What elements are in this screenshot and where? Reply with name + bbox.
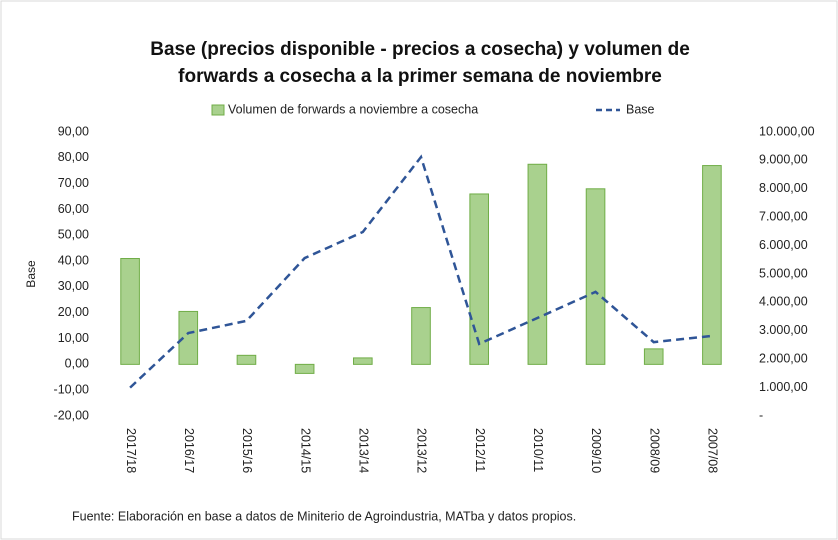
- y-tick-label: -10,00: [54, 382, 89, 396]
- y2-tick-label: -: [759, 408, 763, 422]
- y-axis-label: Base: [24, 260, 38, 288]
- y2-tick-label: 4.000,00: [759, 295, 808, 309]
- y-tick-label: 0,00: [65, 357, 89, 371]
- x-tick-label: 2012/11: [473, 428, 487, 472]
- y-tick-label: 10,00: [58, 331, 89, 345]
- y-tick-label: 90,00: [58, 124, 89, 138]
- y2-tick-label: 8.000,00: [759, 181, 808, 195]
- x-tick-label: 2014/15: [298, 428, 312, 473]
- x-tick-label: 2009/10: [589, 428, 603, 473]
- line: [129, 154, 713, 389]
- y2-tick-label: 5.000,00: [759, 266, 808, 280]
- y-tick-label: 70,00: [58, 176, 89, 190]
- bar: [411, 307, 431, 365]
- y-tick-label: 40,00: [58, 253, 89, 267]
- bar: [527, 163, 548, 365]
- bar: [353, 357, 373, 365]
- x-tick-label: 2013/14: [357, 428, 371, 473]
- x-tick-label: 2010/11: [531, 428, 545, 472]
- x-tick-label: 2007/08: [706, 428, 720, 473]
- legend-swatch: [211, 104, 225, 116]
- y2-tick-label: 1.000,00: [759, 380, 808, 394]
- y2-tick-label: 10.000,00: [759, 124, 815, 138]
- y2-tick-label: 2.000,00: [759, 351, 808, 365]
- x-tick-label: 2013/12: [415, 428, 429, 473]
- source: Fuente: Elaboración en base a datos de M…: [72, 509, 576, 523]
- bar: [585, 188, 606, 365]
- legend-label: Volumen de forwards a noviembre a cosech…: [228, 102, 478, 116]
- y-tick-label: 30,00: [58, 279, 89, 293]
- y2-tick-label: 9.000,00: [759, 153, 808, 167]
- y-tick-label: -20,00: [54, 408, 89, 422]
- bar: [120, 258, 140, 365]
- y2-tick-label: 7.000,00: [759, 209, 808, 223]
- legend-label: Base: [626, 102, 655, 116]
- bar: [702, 165, 722, 365]
- chart-title: forwards a cosecha a la primer semana de…: [178, 66, 662, 87]
- x-tick-label: 2008/09: [647, 428, 661, 473]
- bar: [178, 310, 199, 365]
- y-tick-label: 80,00: [58, 150, 89, 164]
- x-tick-label: 2016/17: [182, 428, 196, 473]
- y-tick-label: 20,00: [58, 305, 89, 319]
- bar: [236, 354, 257, 365]
- y2-tick-label: 6.000,00: [759, 238, 808, 252]
- y2-tick-label: 3.000,00: [759, 323, 808, 337]
- x-tick-label: 2017/18: [124, 428, 138, 473]
- bar: [294, 363, 315, 374]
- x-tick-label: 2015/16: [240, 428, 254, 473]
- y-tick-label: 50,00: [58, 228, 89, 242]
- y-tick-label: 60,00: [58, 202, 89, 216]
- bar: [643, 348, 664, 365]
- chart-title: Base (precios disponible - precios a cos…: [150, 39, 690, 60]
- bar: [469, 193, 489, 365]
